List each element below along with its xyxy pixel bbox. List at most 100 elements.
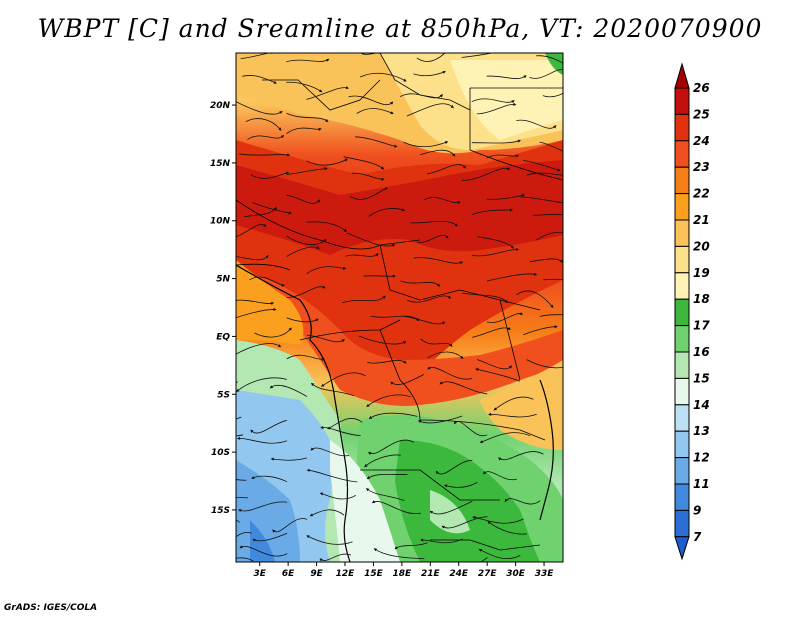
- streamline: [483, 471, 517, 481]
- streamline: [236, 434, 244, 437]
- colorbar-swatch: [674, 298, 690, 327]
- streamline: [426, 164, 467, 175]
- colorbar-swatch: [674, 483, 690, 511]
- streamline: [250, 419, 287, 434]
- streamline: [239, 545, 288, 557]
- streamline: [516, 119, 557, 129]
- streamline: [286, 81, 323, 93]
- streamline: [471, 247, 520, 257]
- streamline: [367, 359, 407, 364]
- streamline: [373, 548, 425, 559]
- lon-tick-label: 24E: [449, 569, 469, 579]
- streamline: [476, 236, 515, 249]
- streamline: [476, 102, 517, 115]
- lat-tick-label: EQ: [216, 332, 230, 342]
- latitude-axis: 20N 15N 10N 5N EQ 5S 10S 15S: [210, 101, 236, 516]
- lat-tick-label: 20N: [210, 101, 231, 111]
- colorbar-top-cap: [674, 62, 690, 89]
- streamline: [427, 366, 473, 380]
- colorbar-swatch: [674, 166, 690, 195]
- streamline: [359, 72, 407, 82]
- streamline: [286, 245, 320, 257]
- map-title: WBPT [C] and Sreamline at 850hPa, VT: 20…: [37, 14, 763, 43]
- streamline: [364, 454, 401, 468]
- colorbar: 26 25 24 23 22 21 20 19 18 17 16 15 14 13 12 11 9 7: [674, 62, 710, 561]
- colorbar-label: 20: [693, 239, 710, 253]
- colorbar-label: 24: [693, 134, 710, 148]
- streamline: [236, 557, 254, 562]
- streamline: [236, 497, 249, 499]
- colorbar-label: 9: [693, 503, 701, 517]
- streamline: [543, 278, 563, 281]
- colorbar-swatch: [674, 457, 690, 485]
- lon-tick-label: 6E: [282, 569, 295, 579]
- colorbar-swatch: [674, 509, 690, 538]
- streamline: [486, 272, 538, 282]
- streamline: [286, 235, 327, 245]
- colorbar-label: 13: [693, 424, 710, 438]
- colorbar-swatch: [674, 87, 690, 115]
- streamline: [429, 500, 473, 515]
- streamline: [403, 141, 449, 148]
- streamline: [488, 412, 537, 418]
- lat-tick-label: 5N: [216, 275, 230, 285]
- colorbar-label: 26: [693, 81, 710, 95]
- streamline: [306, 85, 350, 100]
- lon-tick-label: 12E: [336, 569, 356, 579]
- streamline: [358, 335, 407, 345]
- streamline: [371, 500, 421, 514]
- streamline: [252, 532, 288, 542]
- streamline: [345, 253, 379, 257]
- streamline: [286, 112, 329, 123]
- streamline: [417, 234, 449, 243]
- colorbar-label: 18: [693, 292, 710, 306]
- streamline: [427, 351, 464, 360]
- streamline: [493, 396, 534, 411]
- temperature-field: [236, 53, 563, 562]
- streamline: [366, 394, 411, 407]
- streamline: [236, 343, 282, 355]
- colorbar-swatch: [674, 272, 690, 300]
- colorbar-label: 15: [693, 371, 710, 385]
- streamline: [529, 258, 563, 263]
- colorbar-label: 7: [693, 530, 702, 544]
- lon-tick-label: 27E: [478, 569, 498, 579]
- streamline: [413, 257, 464, 265]
- streamline: [435, 459, 473, 475]
- colorbar-swatch: [674, 430, 690, 459]
- streamline: [247, 134, 285, 140]
- streamline: [306, 535, 353, 545]
- colorbar-label: 21: [693, 213, 710, 227]
- streamline: [476, 359, 513, 370]
- streamline: [236, 255, 269, 261]
- streamline: [479, 557, 488, 562]
- streamline: [486, 193, 526, 200]
- lon-tick-label: 18E: [393, 569, 413, 579]
- streamline: [363, 274, 396, 278]
- colorbar-label: 25: [693, 107, 710, 121]
- streamline: [343, 156, 385, 170]
- streamline: [479, 432, 531, 444]
- streamline: [240, 53, 275, 59]
- streamline: [403, 315, 446, 325]
- colorbar-label: 19: [693, 266, 710, 280]
- colorbar-swatch: [674, 113, 690, 142]
- lon-tick-label: 30E: [506, 569, 526, 579]
- colorbar-label: 17: [693, 319, 710, 333]
- streamline: [368, 412, 418, 419]
- streamline: [420, 538, 463, 544]
- streamline: [423, 197, 461, 205]
- streamline: [355, 136, 398, 148]
- lon-tick-label: 33E: [535, 569, 555, 579]
- streamline: [236, 531, 252, 538]
- lat-tick-label: 5S: [217, 390, 230, 400]
- streamline: [236, 377, 288, 393]
- streamline: [236, 307, 277, 319]
- streamline: [348, 95, 394, 105]
- streamline: [254, 327, 292, 338]
- streamline: [420, 149, 456, 157]
- streamline: [286, 127, 322, 135]
- lon-tick-label: 9E: [310, 569, 323, 579]
- streamline: [236, 479, 247, 481]
